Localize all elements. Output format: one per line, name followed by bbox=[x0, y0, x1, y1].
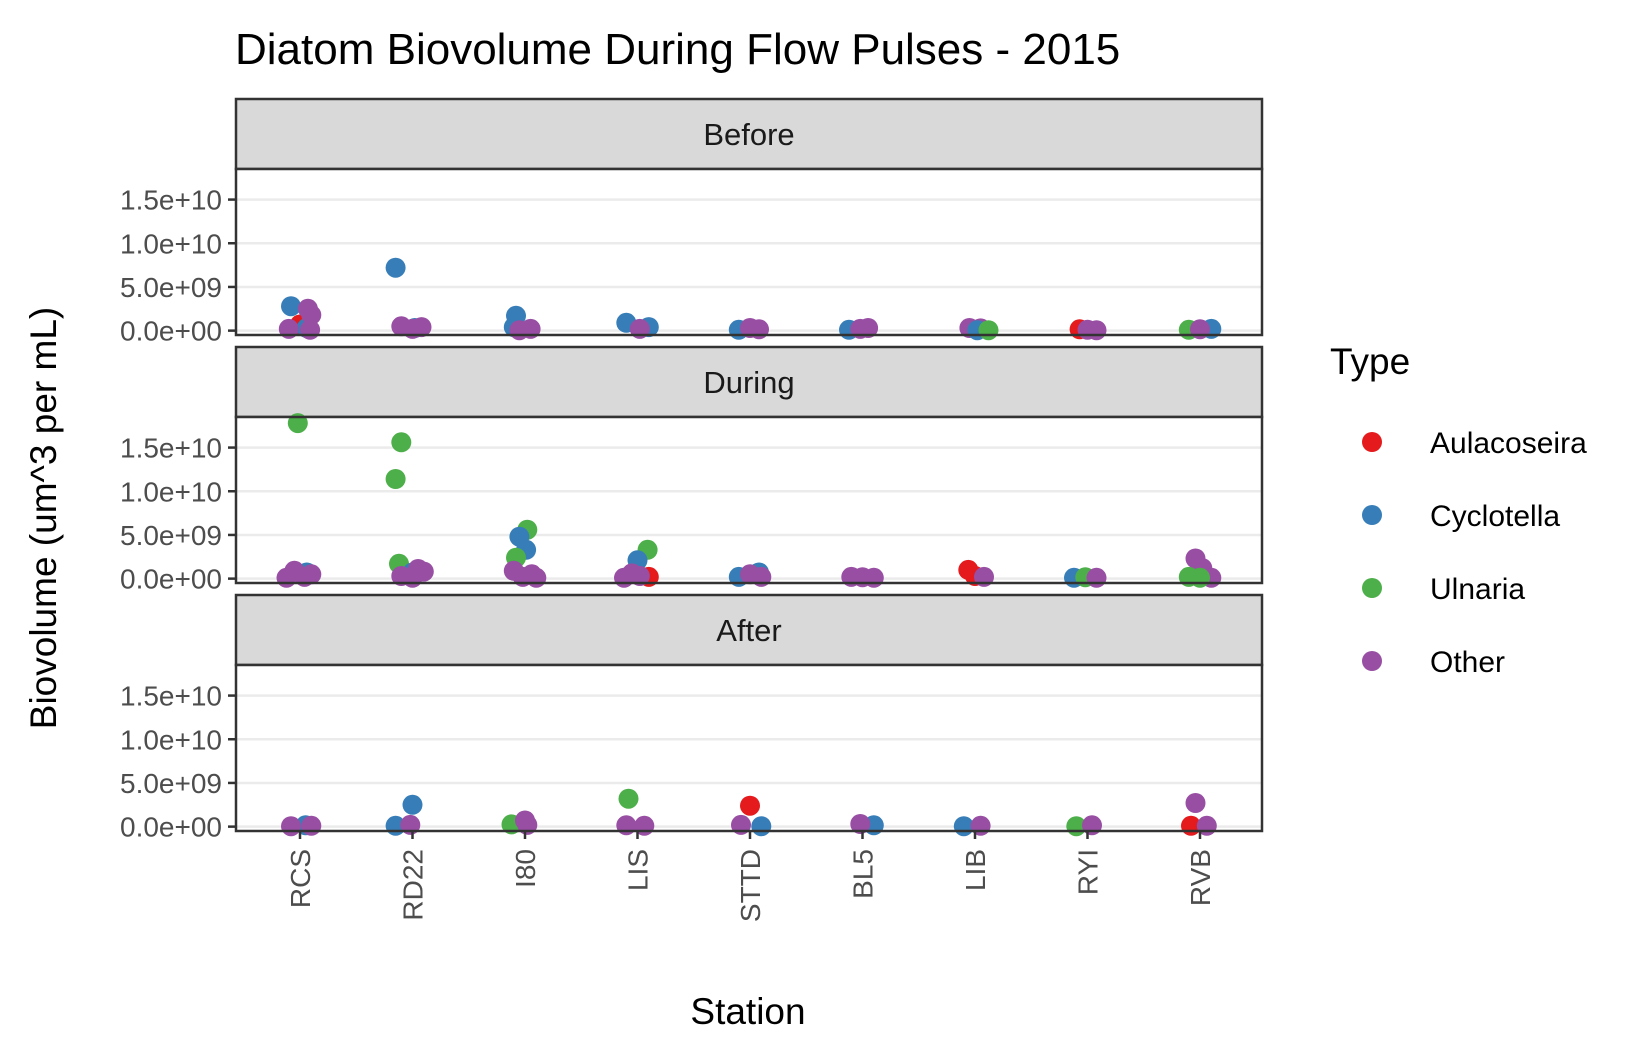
facet-strip-label: After bbox=[716, 613, 781, 648]
point-other bbox=[402, 567, 423, 588]
point-cyclotella bbox=[751, 816, 772, 837]
y-tick-label: 0.0e+00 bbox=[120, 316, 222, 347]
y-tick-label: 1.0e+10 bbox=[120, 228, 222, 259]
point-ulnaria bbox=[1190, 567, 1210, 588]
panel-border bbox=[234, 167, 1264, 337]
point-other bbox=[749, 319, 769, 340]
facet-panels: Before0.0e+005.0e+091.0e+101.5e+10During… bbox=[120, 97, 1264, 843]
y-tick-label: 1.0e+10 bbox=[120, 724, 222, 755]
point-other bbox=[616, 815, 637, 836]
point-ulnaria bbox=[391, 432, 412, 453]
panel-border bbox=[234, 415, 1264, 585]
legend-label: Other bbox=[1430, 646, 1505, 679]
facet-strip bbox=[234, 345, 1264, 419]
x-tick-label: RD22 bbox=[398, 849, 429, 921]
legend-key bbox=[1362, 651, 1382, 671]
y-tick-label: 0.0e+00 bbox=[120, 812, 222, 843]
y-tick-label: 5.0e+09 bbox=[120, 520, 222, 551]
facet-during: During 0.0e+00 5.0e+09 1.0e+10 1.5e+10 bbox=[120, 345, 1264, 595]
legend: Type Aulacoseira Cyclotella Ulnaria Other bbox=[1330, 341, 1587, 679]
x-axis-title: Station bbox=[690, 991, 805, 1032]
x-tick-label: BL5 bbox=[848, 849, 879, 899]
legend-item-aulacoseira: Aulacoseira bbox=[1362, 427, 1587, 460]
legend-key bbox=[1362, 432, 1382, 452]
facet-strip-label: During bbox=[703, 365, 794, 400]
x-tick-label: LIB bbox=[960, 849, 991, 891]
legend-key bbox=[1362, 505, 1382, 525]
legend-item-ulnaria: Ulnaria bbox=[1362, 573, 1525, 606]
legend-label: Aulacoseira bbox=[1430, 427, 1587, 460]
point-other bbox=[301, 815, 322, 836]
x-tick-label: STTD bbox=[735, 849, 766, 922]
point-other bbox=[970, 815, 991, 836]
facet-after: After 0.0e+00 5.0e+09 1.0e+10 1.5e+10 bbox=[120, 593, 1264, 843]
y-tick-label: 1.5e+10 bbox=[120, 681, 222, 712]
point-aulacoseira bbox=[740, 795, 760, 816]
legend-items: Aulacoseira Cyclotella Ulnaria Other bbox=[1362, 427, 1587, 679]
panel-background bbox=[236, 169, 1262, 335]
point-other bbox=[300, 319, 321, 340]
y-axis-title: Biovolume (um^3 per mL) bbox=[23, 307, 64, 729]
point-other bbox=[301, 304, 322, 325]
point-other bbox=[1190, 319, 1210, 340]
x-tick-label: RCS bbox=[285, 849, 316, 908]
legend-item-cyclotella: Cyclotella bbox=[1362, 500, 1560, 533]
chart-title: Diatom Biovolume During Flow Pulses - 20… bbox=[235, 25, 1120, 74]
facet-strip-label: Before bbox=[703, 117, 794, 152]
x-axis: RCS RD22 I80 LIS STTD BL5 LIB RYI RVB bbox=[285, 831, 1216, 922]
y-tick-label: 1.0e+10 bbox=[120, 476, 222, 507]
point-other bbox=[614, 567, 634, 588]
point-other bbox=[1185, 793, 1206, 813]
point-other bbox=[629, 566, 650, 586]
y-tick-label: 1.5e+10 bbox=[120, 433, 222, 464]
point-other bbox=[850, 814, 871, 834]
point-other bbox=[526, 567, 547, 588]
panel-background bbox=[236, 417, 1262, 583]
legend-key bbox=[1362, 578, 1382, 598]
legend-label: Ulnaria bbox=[1430, 573, 1525, 606]
point-other bbox=[509, 320, 530, 341]
y-tick-label: 5.0e+09 bbox=[120, 272, 222, 303]
point-ulnaria bbox=[385, 469, 406, 489]
point-cyclotella bbox=[402, 794, 423, 815]
facet-strip bbox=[234, 97, 1264, 171]
legend-item-other: Other bbox=[1362, 646, 1505, 679]
facet-before: Before 0.0e+00 5.0e+09 1.0e+10 1.5e+10 bbox=[120, 97, 1264, 347]
y-tick-label: 5.0e+09 bbox=[120, 768, 222, 799]
point-cyclotella bbox=[385, 257, 406, 278]
point-other bbox=[1082, 815, 1102, 836]
facet-strip bbox=[234, 593, 1264, 667]
x-tick-label: LIS bbox=[623, 849, 654, 891]
x-tick-label: RYI bbox=[1073, 849, 1104, 895]
x-tick-label: I80 bbox=[510, 849, 541, 888]
point-other bbox=[863, 567, 884, 588]
point-ulnaria bbox=[618, 788, 639, 809]
point-ulnaria bbox=[978, 320, 999, 341]
x-tick-label: RVB bbox=[1185, 849, 1216, 906]
y-tick-label: 1.5e+10 bbox=[120, 185, 222, 216]
point-other bbox=[276, 567, 297, 588]
point-other bbox=[1086, 320, 1107, 341]
y-tick-label: 0.0e+00 bbox=[120, 564, 222, 595]
point-cyclotella bbox=[281, 296, 301, 317]
legend-title: Type bbox=[1330, 341, 1410, 382]
point-other bbox=[281, 816, 301, 837]
point-other bbox=[1086, 567, 1107, 588]
legend-label: Cyclotella bbox=[1430, 500, 1560, 533]
